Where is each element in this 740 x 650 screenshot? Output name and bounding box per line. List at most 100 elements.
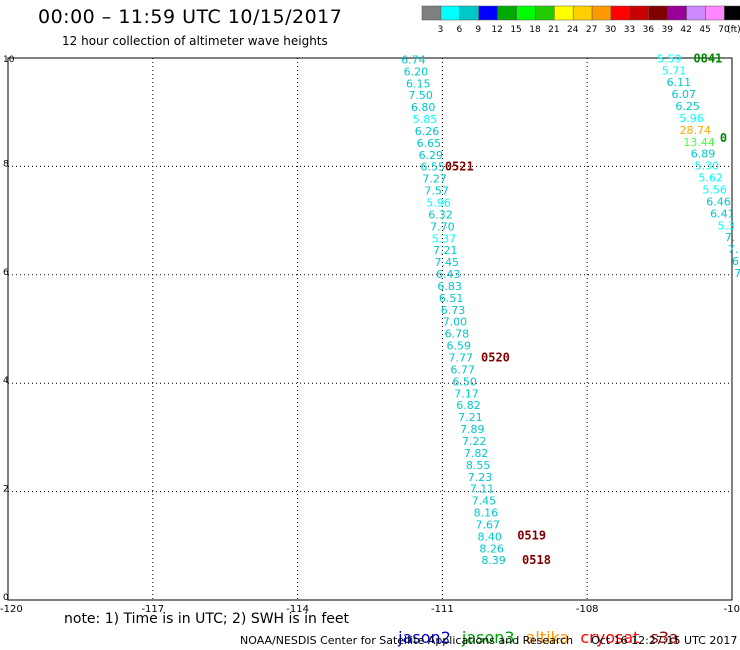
axis-labels: -120 -117 -114 -111 -108 -10 0 2 4 6 8 10 [0, 55, 740, 615]
scale-swatch [724, 5, 740, 21]
swh-value-label: 28.74 [680, 124, 712, 137]
scale-swatch [516, 5, 536, 21]
swh-value-label: 8.40 [477, 530, 502, 543]
swh-value-label: 6.07 [671, 88, 696, 101]
legend-jason3: jason3 [461, 628, 515, 647]
swh-value-label: 6.59 [447, 340, 472, 353]
scale-swatch [459, 5, 479, 21]
swh-value-label: 6.41 [710, 207, 735, 220]
swh-value-label: 6.77 [450, 363, 475, 376]
swh-value-label: 7.11 [470, 483, 495, 496]
scale-label: 24 [567, 25, 579, 35]
scale-label: 6 [456, 25, 462, 35]
swh-value-label: 6.78 [445, 328, 470, 341]
scale-label: 9 [475, 25, 481, 35]
swh-value-label: 7.67 [476, 518, 501, 531]
swh-value-label: 5.3 [717, 219, 735, 232]
legend-cryosat: cryosat [580, 628, 640, 647]
swh-value-label: 7.21 [458, 411, 483, 424]
scale-swatch [648, 5, 668, 21]
swh-value-label: 5.96 [679, 112, 704, 125]
chart-title: 00:00 – 11:59 UTC 10/15/2017 [38, 6, 343, 28]
scale-label: 21 [548, 25, 559, 35]
y-tick-label: 10 [3, 55, 15, 65]
y-tick-label: 6 [3, 268, 9, 278]
units-note: note: 1) Time is in UTC; 2) SWH is in fe… [64, 611, 350, 627]
scale-label: 33 [624, 25, 635, 35]
scale-label: 18 [529, 25, 541, 35]
x-tick-label: -111 [431, 604, 454, 615]
swh-value-label: 5.37 [432, 232, 457, 245]
swh-value-label: 7.70 [430, 220, 455, 233]
scale-swatch [497, 5, 517, 21]
scale-label: (ft) [727, 25, 740, 35]
scale-label: 15 [510, 25, 521, 35]
scale-label: 39 [662, 25, 674, 35]
swh-value-label: 8.39 [481, 554, 506, 567]
y-tick-label: 2 [3, 485, 9, 495]
swh-value-label: 5.71 [662, 64, 687, 77]
legend-jason2: jason2 [398, 628, 451, 647]
swh-value-label: 6.29 [419, 149, 444, 162]
scale-label: 36 [643, 25, 655, 35]
swh-value-label: 6.50 [452, 375, 477, 388]
pass-time-label: 0520 [481, 351, 510, 365]
legend-altika: altika [525, 628, 570, 647]
swh-value-label: 7.89 [460, 423, 485, 436]
swh-value-label: 5.62 [699, 172, 724, 185]
scale-label: 70 [718, 25, 730, 35]
swh-value-label: 7.00 [443, 316, 468, 329]
mission-legend: jason2 jason3 altika cryosat s3a [388, 609, 690, 647]
swh-value-label: 6.25 [675, 100, 700, 113]
x-tick-label: -10 [724, 604, 740, 615]
scale-swatch [591, 5, 612, 21]
swh-value-label: 6.89 [691, 148, 716, 161]
swh-value-label: 7.57 [424, 185, 449, 198]
swh-value-label: 6.74 [401, 53, 426, 66]
swh-value-label: 7.23 [468, 471, 493, 484]
swh-value-label: 5.96 [426, 197, 451, 210]
swh-value-label: 6.55 [420, 161, 445, 174]
pass-time-label: 0 [720, 131, 727, 145]
swh-value-label: 7. [728, 243, 739, 256]
swh-value-label: 8.26 [479, 542, 504, 555]
x-tick-label: -117 [141, 604, 164, 615]
x-tick-label: -114 [286, 604, 309, 615]
swh-value-label: 6.82 [456, 399, 481, 412]
scale-swatch [554, 5, 574, 21]
y-tick-label: 4 [3, 376, 9, 386]
scale-swatch [667, 5, 687, 21]
swh-value-label: 8.16 [474, 507, 499, 520]
scale-label: 30 [605, 25, 617, 35]
swh-value-label: 7.82 [464, 447, 489, 460]
swh-value-label: 5.85 [413, 113, 438, 126]
swh-value-label: 6.73 [441, 304, 466, 317]
swh-value-label: 6.26 [415, 125, 440, 138]
scale-swatch [686, 5, 706, 21]
swh-value-label: 6.20 [404, 65, 429, 78]
scale-label: 42 [680, 25, 691, 35]
swh-value-label: 7.17 [454, 387, 479, 400]
swh-value-label: 13.44 [683, 136, 715, 149]
swh-value-label: 7.21 [433, 244, 458, 257]
scale-swatch [705, 5, 725, 21]
scale-swatch [421, 5, 442, 21]
footer-timestamp: Oct 16 12:27:15 UTC 2017 [591, 634, 738, 647]
scale-swatch [572, 5, 593, 21]
swh-value-label: 6.46 [706, 195, 731, 208]
pass-time-label: 0841 [693, 51, 722, 65]
x-tick-label: -120 [0, 604, 23, 615]
scale-swatch [535, 5, 555, 21]
swh-value-label: 6.32 [428, 208, 453, 221]
scale-swatch [610, 5, 631, 21]
swh-value-label: 7.50 [408, 89, 433, 102]
y-tick-label: 8 [3, 159, 9, 169]
swh-value-label: 5.59 [657, 52, 682, 65]
scale-label: 12 [491, 25, 502, 35]
swh-value-label: 6.43 [436, 268, 461, 281]
swh-value-label: 5.30 [695, 160, 720, 173]
swh-value-label: 8.55 [466, 459, 491, 472]
pass-time-label: 0518 [522, 553, 551, 567]
swh-value-label: 6.83 [437, 280, 462, 293]
